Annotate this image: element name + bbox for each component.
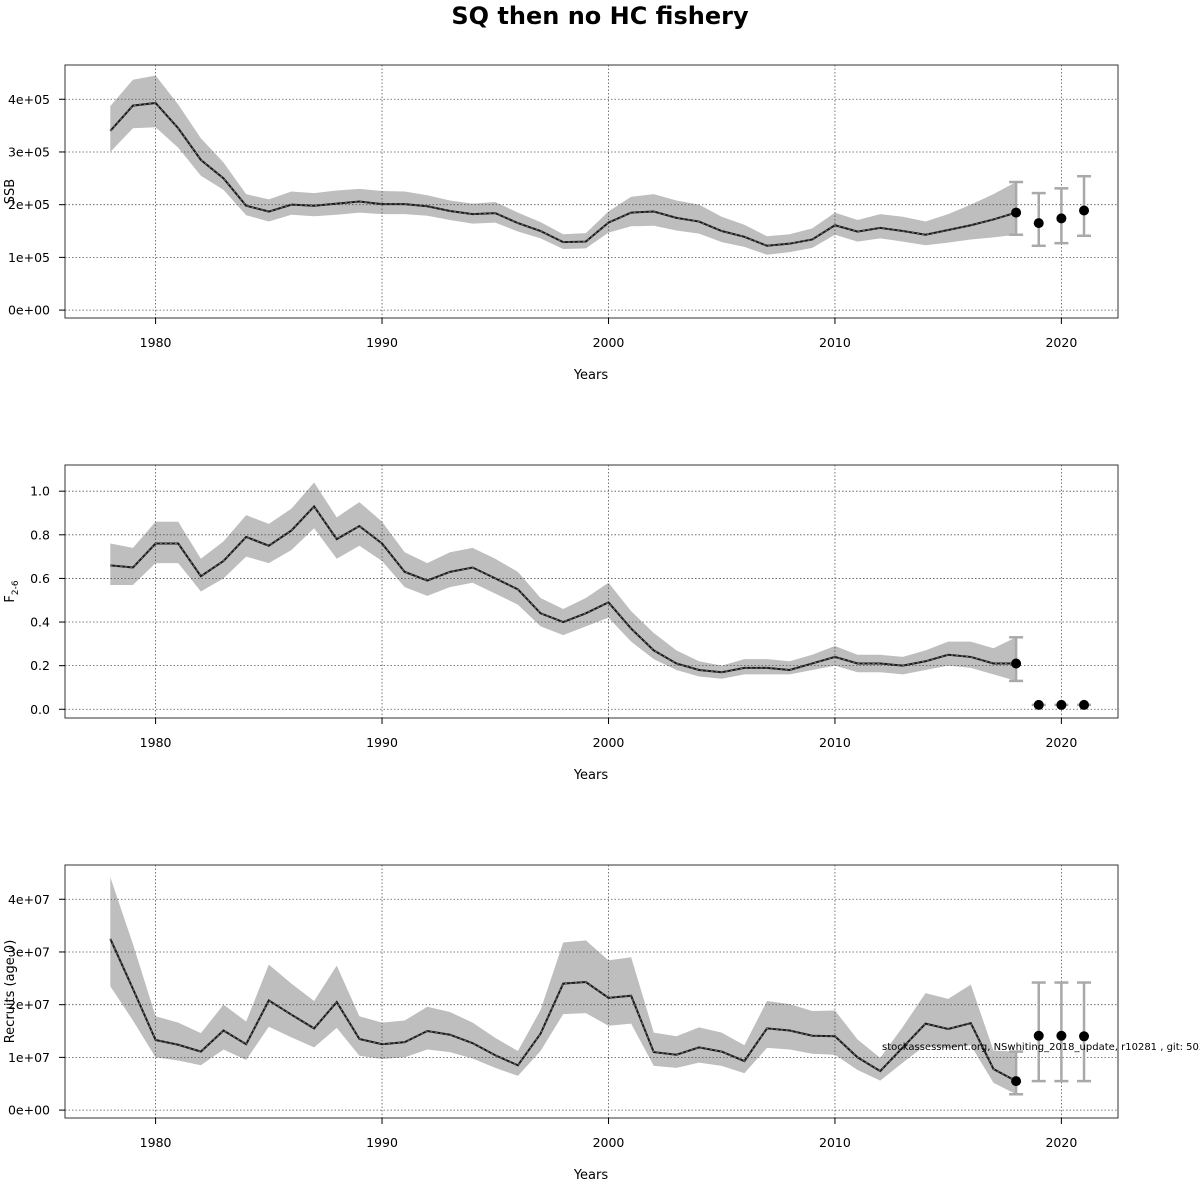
ssb-x-tick-label: 2000 bbox=[593, 335, 625, 350]
f-y-tick-label: 0.2 bbox=[30, 658, 50, 673]
recruits-y-axis-title: Recruits (age 0) bbox=[3, 940, 18, 1044]
ssb-plot-frame bbox=[64, 64, 1119, 319]
ssb-y-tick-label: 1e+05 bbox=[8, 250, 50, 265]
ssb-confidence-band bbox=[110, 75, 1017, 255]
recruits-forecast-point bbox=[1079, 1031, 1090, 1042]
ssb-estimate-dash bbox=[109, 102, 1017, 247]
f-forecast-point bbox=[1079, 699, 1090, 710]
recruits-estimate-line bbox=[109, 938, 1017, 1082]
ssb-y-axis-title: SSB bbox=[3, 179, 18, 204]
recruits-forecast-point bbox=[1011, 1076, 1022, 1087]
ssb-y-tick-label: 3e+05 bbox=[8, 144, 50, 159]
f-forecast-point bbox=[1033, 699, 1044, 710]
recruits-x-tick-label: 1990 bbox=[366, 1135, 398, 1150]
f-x-tick-label: 1980 bbox=[140, 735, 172, 750]
fishing-mortality-panel: 1980 1990 2000 2010 2020 0.0 0.2 0.4 0.6 0.8 1.0 Ye… bbox=[3, 464, 1119, 783]
ssb-x-tick-label: 2010 bbox=[819, 335, 851, 350]
recruits-y-tick-label: 1e+07 bbox=[8, 1050, 50, 1065]
recruits-y-tick-label: 0e+00 bbox=[8, 1103, 50, 1118]
f-x-tick-label: 1990 bbox=[366, 735, 398, 750]
figure-title: SQ then no HC fishery bbox=[451, 2, 749, 30]
ssb-forecast-point bbox=[1011, 207, 1022, 218]
ssb-x-tick-label: 2020 bbox=[1045, 335, 1077, 350]
ssb-forecast-point bbox=[1079, 205, 1090, 216]
f-y-tick-label: 0.6 bbox=[30, 571, 50, 586]
f-y-axis-title: F2-6 bbox=[3, 580, 21, 602]
recruits-panel: 1980 1990 2000 2010 2020 0e+00 1e+07 2e+07 3e+07… bbox=[3, 864, 1119, 1183]
ssb-y-tick-label: 4e+05 bbox=[8, 92, 50, 107]
f-confidence-band bbox=[110, 482, 1017, 681]
ssb-x-tick-label: 1990 bbox=[366, 335, 398, 350]
recruits-plot-frame bbox=[64, 864, 1119, 1119]
f-x-tick-label: 2000 bbox=[593, 735, 625, 750]
recruits-forecast-point bbox=[1033, 1030, 1044, 1041]
recruits-y-tick-label: 2e+07 bbox=[8, 997, 50, 1012]
f-forecast-point bbox=[1011, 658, 1022, 669]
ssb-y-tick-label: 0e+00 bbox=[8, 303, 50, 318]
recruits-x-axis-title: Years bbox=[573, 1168, 609, 1183]
ssb-x-tick-label: 1980 bbox=[140, 335, 172, 350]
f-x-tick-label: 2020 bbox=[1045, 735, 1077, 750]
f-forecast-point bbox=[1056, 699, 1067, 710]
ssb-y-tick-label: 2e+05 bbox=[8, 197, 50, 212]
ssb-panel: 1980 1990 2000 2010 2020 0e+00 1e+05 2e+05 3e+05… bbox=[3, 64, 1119, 383]
f-y-tick-label: 0.0 bbox=[30, 702, 50, 717]
recruits-x-tick-label: 2000 bbox=[593, 1135, 625, 1150]
recruits-y-tick-label: 3e+07 bbox=[8, 944, 50, 959]
recruits-y-tick-label: 4e+07 bbox=[8, 892, 50, 907]
recruits-x-tick-label: 1980 bbox=[140, 1135, 172, 1150]
f-x-tick-label: 2010 bbox=[819, 735, 851, 750]
f-estimate-line bbox=[110, 504, 1017, 674]
source-footnote: stockassessment.org, NSwhiting_2018_upda… bbox=[882, 1042, 1200, 1053]
recruits-x-tick-label: 2020 bbox=[1045, 1135, 1077, 1150]
f-plot-frame bbox=[64, 464, 1119, 719]
ssb-forecast-point bbox=[1056, 213, 1067, 224]
f-x-axis-title: Years bbox=[573, 768, 609, 783]
ssb-x-axis-title: Years bbox=[573, 368, 609, 383]
f-y-tick-label: 0.8 bbox=[30, 527, 50, 542]
recruits-forecast-point bbox=[1056, 1030, 1067, 1041]
recruits-x-tick-label: 2010 bbox=[819, 1135, 851, 1150]
ssb-forecast-point bbox=[1033, 218, 1044, 229]
f-y-tick-label: 0.4 bbox=[30, 615, 50, 630]
f-y-tick-label: 1.0 bbox=[30, 484, 50, 499]
